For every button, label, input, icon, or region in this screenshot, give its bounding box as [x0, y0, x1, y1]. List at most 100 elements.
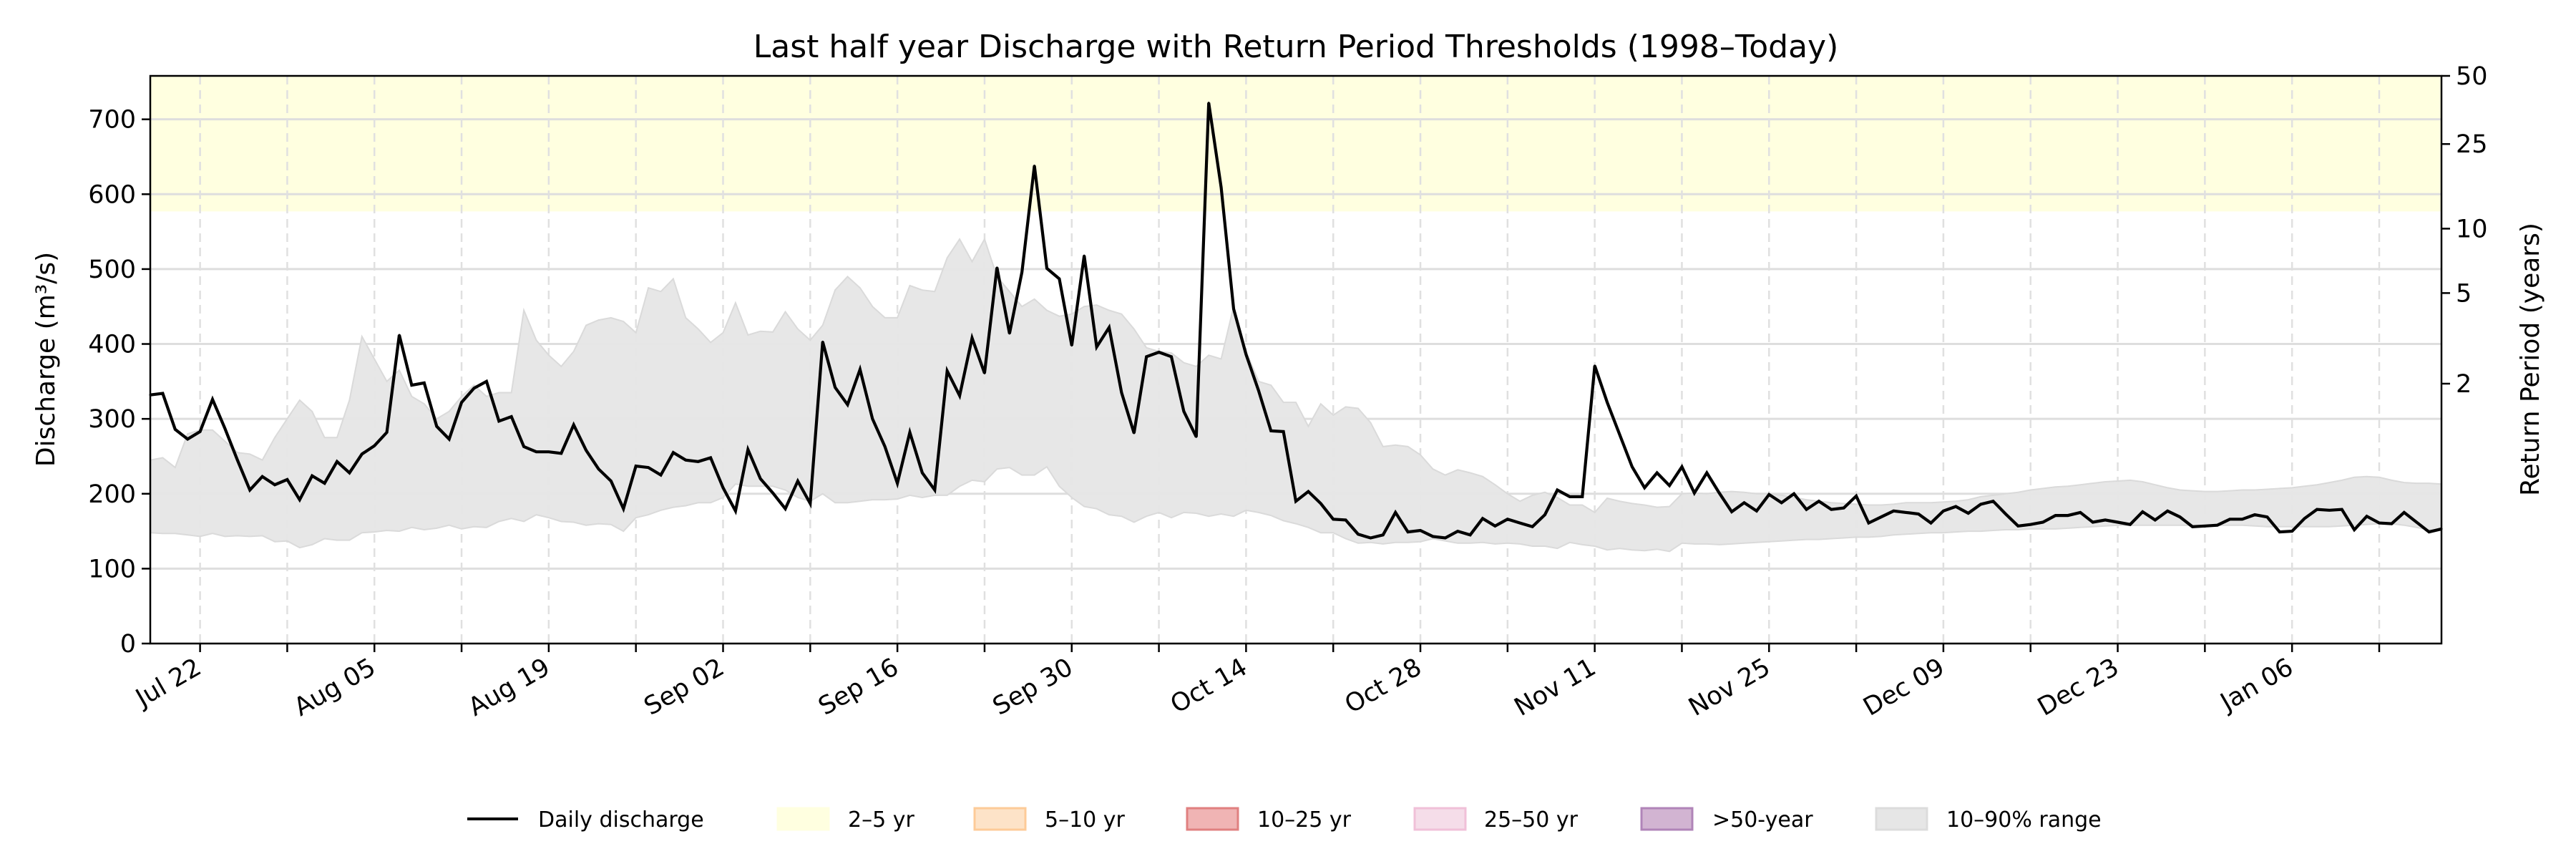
discharge-point: [697, 460, 700, 463]
discharge-point: [1394, 511, 1397, 514]
discharge-point: [1431, 535, 1434, 538]
legend-label-25-50yr: 25–50 yr: [1484, 807, 1579, 833]
discharge-point: [1543, 513, 1546, 516]
y-axis-right-label: Return Period (years): [2516, 223, 2545, 496]
discharge-point: [311, 475, 313, 477]
discharge-point: [821, 340, 824, 343]
y-tick-label: 200: [88, 480, 136, 509]
discharge-point: [2016, 525, 2019, 528]
discharge-point: [1680, 465, 1683, 468]
discharge-point: [1369, 536, 1372, 539]
discharge-point: [1244, 353, 1247, 356]
discharge-point: [2216, 524, 2219, 527]
discharge-point: [286, 478, 288, 481]
discharge-point: [1332, 518, 1335, 520]
discharge-point: [1033, 165, 1036, 168]
plot-frame: [149, 74, 2443, 645]
discharge-point: [884, 445, 887, 448]
discharge-point: [1319, 502, 1322, 505]
discharge-point: [1755, 510, 1758, 513]
discharge-point: [585, 449, 587, 452]
discharge-point: [2129, 523, 2132, 526]
discharge-point: [622, 508, 625, 510]
y-axis-label: Discharge (m³/s): [31, 252, 61, 467]
legend-label-over-50yr: >50-year: [1712, 807, 1813, 833]
discharge-point: [759, 477, 762, 480]
discharge-point: [497, 419, 500, 422]
discharge-point: [2154, 518, 2157, 521]
discharge-point: [186, 437, 189, 440]
discharge-point: [199, 430, 202, 433]
discharge-point: [1058, 278, 1060, 281]
discharge-point: [298, 498, 301, 501]
discharge-point: [1444, 536, 1447, 539]
discharge-point: [410, 384, 413, 387]
discharge-point: [398, 334, 401, 336]
discharge-point: [2067, 514, 2069, 517]
discharge-point: [2415, 521, 2418, 524]
y-tick-label: 100: [88, 555, 136, 583]
discharge-point: [1830, 508, 1833, 511]
discharge-point: [1232, 307, 1235, 310]
legend-label-10-25yr: 10–25 yr: [1257, 807, 1352, 833]
discharge-point: [2228, 518, 2231, 520]
discharge-point: [1220, 186, 1223, 189]
discharge-point: [1469, 533, 1472, 536]
discharge-point: [460, 401, 463, 404]
discharge-point: [1568, 495, 1571, 498]
discharge-point: [771, 492, 774, 495]
discharge-point: [236, 459, 239, 462]
discharge-point: [1742, 501, 1745, 504]
discharge-point: [1967, 512, 1970, 515]
discharge-point: [1108, 326, 1111, 329]
y-tick-label: 400: [88, 331, 136, 359]
discharge-point: [2265, 515, 2268, 518]
legend-label-5-10yr: 5–10 yr: [1045, 807, 1126, 833]
discharge-point: [336, 460, 338, 463]
discharge-point: [2141, 510, 2144, 513]
discharge-point: [1133, 432, 1136, 435]
discharge-point: [2203, 525, 2206, 528]
discharge-point: [2278, 530, 2281, 533]
discharge-point: [1606, 401, 1609, 404]
legend-swatch-10-25yr: [1186, 807, 1239, 831]
discharge-point: [2191, 525, 2194, 528]
threshold-bands: [150, 76, 2441, 212]
discharge-point: [983, 372, 986, 374]
discharge-point: [174, 428, 177, 431]
discharge-point: [1818, 500, 1820, 503]
discharge-point: [1070, 344, 1073, 347]
legend-label-2-5yr: 2–5 yr: [848, 807, 914, 833]
discharge-point: [323, 482, 326, 485]
discharge-point: [2303, 517, 2306, 520]
legend-label-daily-discharge: Daily discharge: [538, 807, 704, 833]
discharge-point: [1905, 511, 1908, 514]
discharge-point: [1868, 522, 1870, 525]
discharge-point: [2092, 521, 2094, 524]
legend-swatch-over-50yr: [1640, 807, 1694, 831]
discharge-point: [659, 474, 662, 477]
discharge-point: [796, 480, 799, 482]
discharge-point: [1382, 533, 1385, 536]
y-right-tick-label: 50: [2456, 62, 2488, 91]
discharge-point: [572, 424, 575, 427]
discharge-point: [1643, 486, 1646, 489]
y-right-tick-label: 10: [2456, 215, 2488, 243]
discharge-point: [1705, 471, 1708, 474]
discharge-point: [522, 445, 525, 448]
discharge-point: [722, 486, 724, 489]
y-axis-left: 0 100 200 300 400 500 600 700: [88, 106, 150, 659]
discharge-point: [1917, 513, 1920, 515]
discharge-point: [1045, 267, 1048, 270]
discharge-point: [834, 386, 836, 389]
discharge-point: [684, 459, 687, 462]
discharge-point: [1979, 503, 1982, 505]
discharge-point: [1718, 492, 1721, 495]
discharge-point: [1992, 500, 1995, 503]
discharge-point: [547, 450, 550, 453]
discharge-point: [946, 369, 949, 372]
discharge-point: [1594, 364, 1596, 367]
discharge-point: [672, 451, 675, 454]
discharge-point: [1518, 522, 1521, 525]
